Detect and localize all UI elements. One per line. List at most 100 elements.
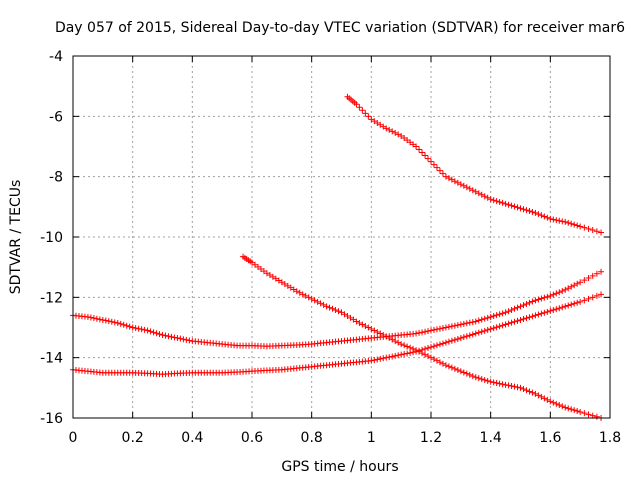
data-point: [535, 211, 542, 218]
y-tick-label: -4: [49, 49, 63, 65]
data-point: [511, 318, 518, 325]
data-point: [475, 375, 482, 382]
data-point: [577, 298, 584, 305]
data-point: [517, 303, 524, 310]
data-point: [529, 208, 536, 215]
data-point: [526, 388, 533, 395]
data-point: [484, 314, 491, 321]
data-point: [422, 328, 429, 335]
data-point: [126, 323, 133, 330]
data-point: [416, 329, 423, 336]
y-tick-label: -16: [40, 411, 63, 427]
data-point: [478, 316, 485, 323]
data-point: [568, 301, 575, 308]
data-point: [547, 307, 554, 314]
data-point: [529, 389, 536, 396]
data-point: [523, 207, 530, 214]
data-point: [401, 342, 408, 349]
data-point: [598, 291, 605, 298]
data-point: [514, 384, 521, 391]
data-point: [581, 297, 588, 304]
data-point: [413, 143, 420, 150]
data-point: [556, 289, 563, 296]
data-point: [413, 348, 420, 355]
data-point: [511, 203, 518, 210]
data-point: [445, 323, 452, 330]
data-point: [422, 345, 429, 352]
data-point: [553, 400, 560, 407]
data-point: [547, 215, 554, 222]
data-point: [329, 305, 336, 312]
data-point: [448, 323, 455, 330]
data-point: [439, 170, 446, 177]
data-point: [457, 335, 464, 342]
data-point: [505, 201, 512, 208]
data-point: [135, 325, 142, 332]
data-point: [117, 320, 124, 327]
data-point: [556, 217, 563, 224]
data-point: [523, 387, 530, 394]
data-point: [523, 300, 530, 307]
data-point: [553, 217, 560, 224]
data-point: [559, 218, 566, 225]
data-point: [469, 373, 476, 380]
data-point: [371, 357, 378, 364]
data-point: [454, 335, 461, 342]
data-point: [460, 320, 467, 327]
data-point: [559, 403, 566, 410]
x-tick-label: 1: [367, 430, 376, 446]
data-point: [499, 310, 506, 317]
x-tick-marks: [72, 56, 611, 418]
data-point: [433, 164, 440, 171]
data-point: [425, 155, 432, 162]
data-point: [457, 321, 464, 328]
data-point: [466, 332, 473, 339]
data-point: [144, 327, 151, 334]
x-tick-label: 0: [69, 430, 78, 446]
data-point: [428, 344, 434, 351]
data-point: [490, 197, 497, 204]
data-point: [538, 212, 545, 219]
data-point: [454, 322, 461, 329]
x-tick-label: 1.6: [539, 430, 561, 446]
data-point: [407, 344, 414, 351]
data-point: [463, 320, 470, 327]
data-point: [448, 364, 455, 371]
x-tick-label: 1.4: [480, 430, 502, 446]
data-point: [138, 326, 145, 333]
data-point: [174, 335, 181, 342]
data-point: [451, 322, 458, 329]
data-point: [535, 311, 542, 318]
data-point: [487, 313, 494, 320]
data-point: [520, 302, 527, 309]
data-point: [547, 398, 554, 405]
data-point: [326, 304, 333, 311]
data-point: [505, 308, 512, 315]
chart-title: Day 057 of 2015, Sidereal Day-to-day VTE…: [55, 20, 625, 36]
data-point: [577, 223, 584, 230]
data-point: [472, 330, 479, 337]
data-point: [377, 355, 384, 362]
data-point: [490, 325, 497, 332]
data-point: [359, 107, 366, 114]
data-point: [538, 295, 545, 302]
data-point: [517, 205, 524, 212]
data-point: [496, 199, 503, 206]
data-point: [502, 321, 509, 328]
data-point: [556, 305, 563, 312]
data-point: [460, 334, 467, 341]
data-point: [141, 326, 148, 333]
data-point: [493, 324, 500, 331]
data-point: [93, 315, 100, 322]
data-point: [177, 335, 184, 342]
data-point: [430, 343, 437, 350]
data-point: [544, 293, 551, 300]
data-point: [499, 199, 506, 206]
data-point: [532, 297, 539, 304]
data-point: [422, 152, 429, 159]
data-point: [541, 213, 548, 220]
data-point: [457, 368, 464, 375]
data-point: [365, 113, 372, 120]
y-tick-label: -14: [40, 351, 63, 367]
